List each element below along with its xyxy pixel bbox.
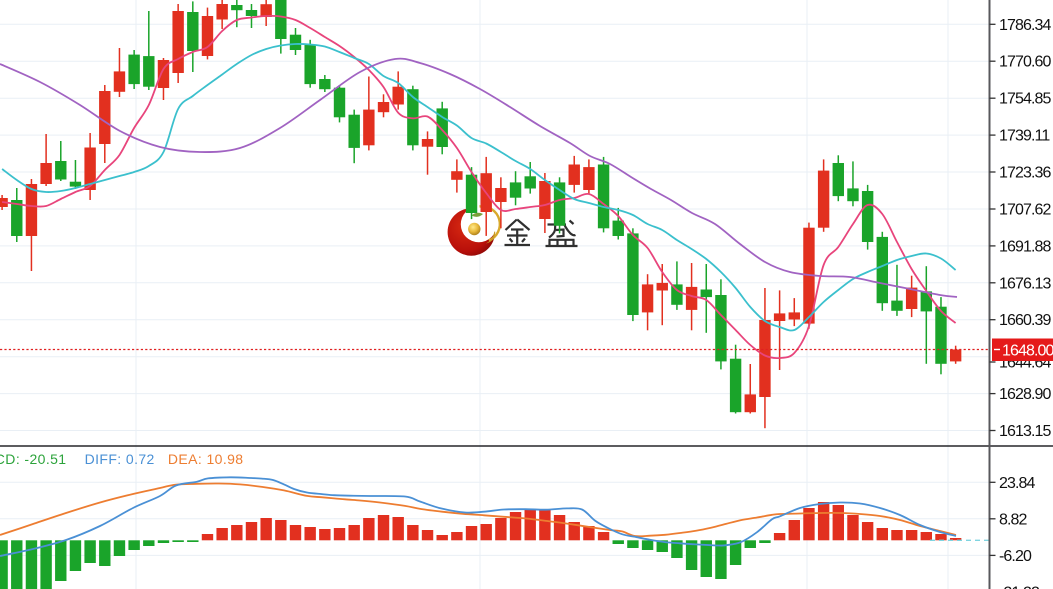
svg-text:1754.85: 1754.85 (999, 91, 1052, 108)
svg-text:MACD: -20.51: MACD: -20.51 (0, 451, 67, 467)
svg-text:-21.22: -21.22 (999, 584, 1040, 589)
svg-text:1676.13: 1676.13 (999, 275, 1052, 292)
svg-text:23.84: 23.84 (999, 475, 1036, 492)
svg-text:1723.36: 1723.36 (999, 165, 1052, 182)
svg-text:8.82: 8.82 (999, 511, 1028, 528)
svg-text:1770.60: 1770.60 (999, 54, 1052, 71)
svg-text:1691.88: 1691.88 (999, 238, 1052, 255)
svg-text:1660.39: 1660.39 (999, 312, 1052, 329)
svg-text:1613.15: 1613.15 (999, 423, 1052, 440)
svg-text:DEA: 10.98: DEA: 10.98 (168, 451, 244, 467)
svg-text:1648.00: 1648.00 (1002, 343, 1053, 360)
svg-text:1739.11: 1739.11 (999, 128, 1050, 145)
svg-text:DIFF: 0.72: DIFF: 0.72 (85, 451, 155, 467)
svg-text:-6.20: -6.20 (999, 548, 1032, 565)
svg-text:1628.90: 1628.90 (999, 386, 1052, 403)
svg-text:1707.62: 1707.62 (999, 202, 1052, 219)
svg-text:1786.34: 1786.34 (999, 17, 1052, 34)
